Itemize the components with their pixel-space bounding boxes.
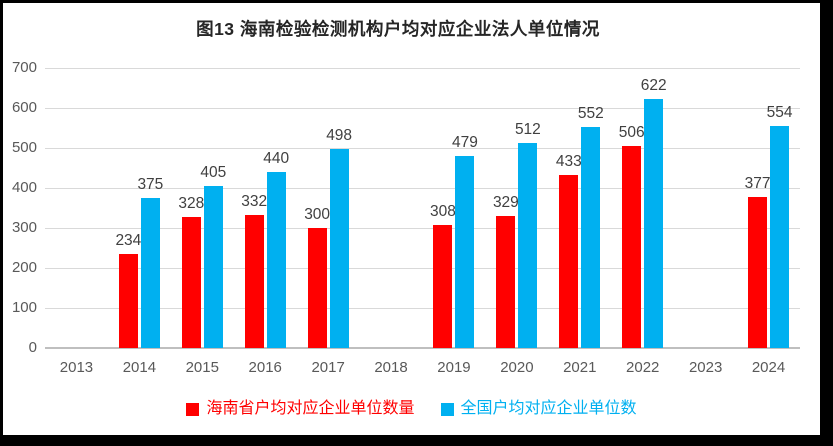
- bar-value-label: 622: [640, 77, 667, 95]
- bar-national: [455, 156, 475, 348]
- x-axis-tick-label: 2021: [563, 359, 597, 376]
- bar-value-label: 479: [452, 134, 478, 152]
- legend-item: 海南省户均对应企业单位数量: [186, 400, 415, 418]
- gridline: [45, 308, 800, 309]
- bar-value-label: 328: [178, 194, 205, 212]
- bar-value-label: 332: [241, 193, 268, 211]
- x-axis-line: [45, 347, 800, 349]
- bar-value-label: 506: [618, 123, 645, 141]
- bar-value-label: 440: [263, 150, 290, 167]
- x-axis-tick-label: 2019: [437, 359, 471, 376]
- bar-hainan: [307, 228, 327, 348]
- x-axis-tick-label: 2014: [122, 359, 157, 376]
- y-axis-tick-label: 0: [28, 339, 37, 356]
- bar-national: [140, 198, 160, 348]
- bar-national: [266, 172, 286, 348]
- y-axis-tick-label: 400: [11, 179, 37, 196]
- bar-hainan: [181, 216, 201, 348]
- x-axis-tick-label: 2020: [500, 359, 534, 376]
- gridline: [45, 188, 800, 189]
- bar-value-label: 405: [200, 164, 227, 181]
- gridline: [45, 268, 800, 269]
- x-axis-tick-label: 2023: [688, 359, 723, 376]
- bar-national: [644, 99, 664, 348]
- gridline: [45, 228, 800, 229]
- bar-value-label: 377: [744, 175, 771, 193]
- bar-value-label: 433: [555, 152, 582, 170]
- gridline: [45, 68, 800, 69]
- bar-national: [770, 126, 790, 348]
- bar-hainan: [622, 145, 642, 348]
- bar-hainan: [559, 174, 579, 348]
- legend-swatch-hainan: [186, 402, 200, 416]
- y-axis-tick-label: 200: [11, 259, 37, 276]
- bar-value-label: 308: [430, 202, 456, 220]
- bar-hainan: [118, 254, 138, 348]
- bar-national: [518, 143, 538, 348]
- bar-hainan: [433, 224, 453, 348]
- bar-value-label: 300: [304, 206, 331, 223]
- bar-national: [203, 186, 223, 348]
- x-axis-tick-label: 2018: [374, 359, 408, 376]
- y-axis-tick-label: 500: [11, 139, 37, 156]
- y-axis-tick-label: 700: [11, 59, 37, 76]
- bar-hainan: [244, 215, 264, 348]
- x-axis-tick-label: 2013: [59, 359, 94, 376]
- x-axis-tick-label: 2022: [626, 359, 660, 376]
- legend-label-hainan: 海南省户均对应企业单位数量: [206, 400, 415, 417]
- bar-value-label: 375: [137, 176, 164, 193]
- y-axis-tick-label: 600: [11, 99, 37, 116]
- legend-swatch-national: [440, 402, 454, 416]
- x-axis-tick-label: 2024: [751, 359, 786, 376]
- bar-value-label: 552: [577, 105, 604, 123]
- bar-hainan: [496, 216, 516, 348]
- chart-title: 图13 海南检验检测机构户均对应企业法人单位情况: [196, 19, 600, 39]
- gridline: [45, 108, 800, 109]
- y-axis-tick-label: 300: [11, 219, 37, 236]
- bar-value-label: 234: [115, 232, 142, 250]
- plot-area: 图13 海南检验检测机构户均对应企业法人单位情况 海南省户均对应企业单位数量 全国…: [3, 3, 820, 435]
- bar-national: [329, 148, 349, 348]
- bar-national: [581, 127, 601, 348]
- x-axis-tick-label: 2017: [311, 359, 345, 376]
- gridline: [45, 148, 800, 149]
- x-axis-tick-label: 2016: [248, 359, 282, 376]
- bar-value-label: 512: [514, 121, 541, 139]
- legend-label-national: 全国户均对应企业单位数: [460, 400, 637, 417]
- legend: 海南省户均对应企业单位数量 全国户均对应企业单位数: [3, 400, 820, 418]
- legend-item: 全国户均对应企业单位数: [440, 400, 637, 418]
- bar-hainan: [748, 197, 768, 348]
- bar-value-label: 329: [492, 194, 519, 212]
- x-axis-tick-label: 2015: [185, 359, 219, 376]
- bar-value-label: 554: [766, 104, 793, 122]
- bar-value-label: 498: [326, 126, 353, 144]
- y-axis-tick-label: 100: [11, 299, 37, 316]
